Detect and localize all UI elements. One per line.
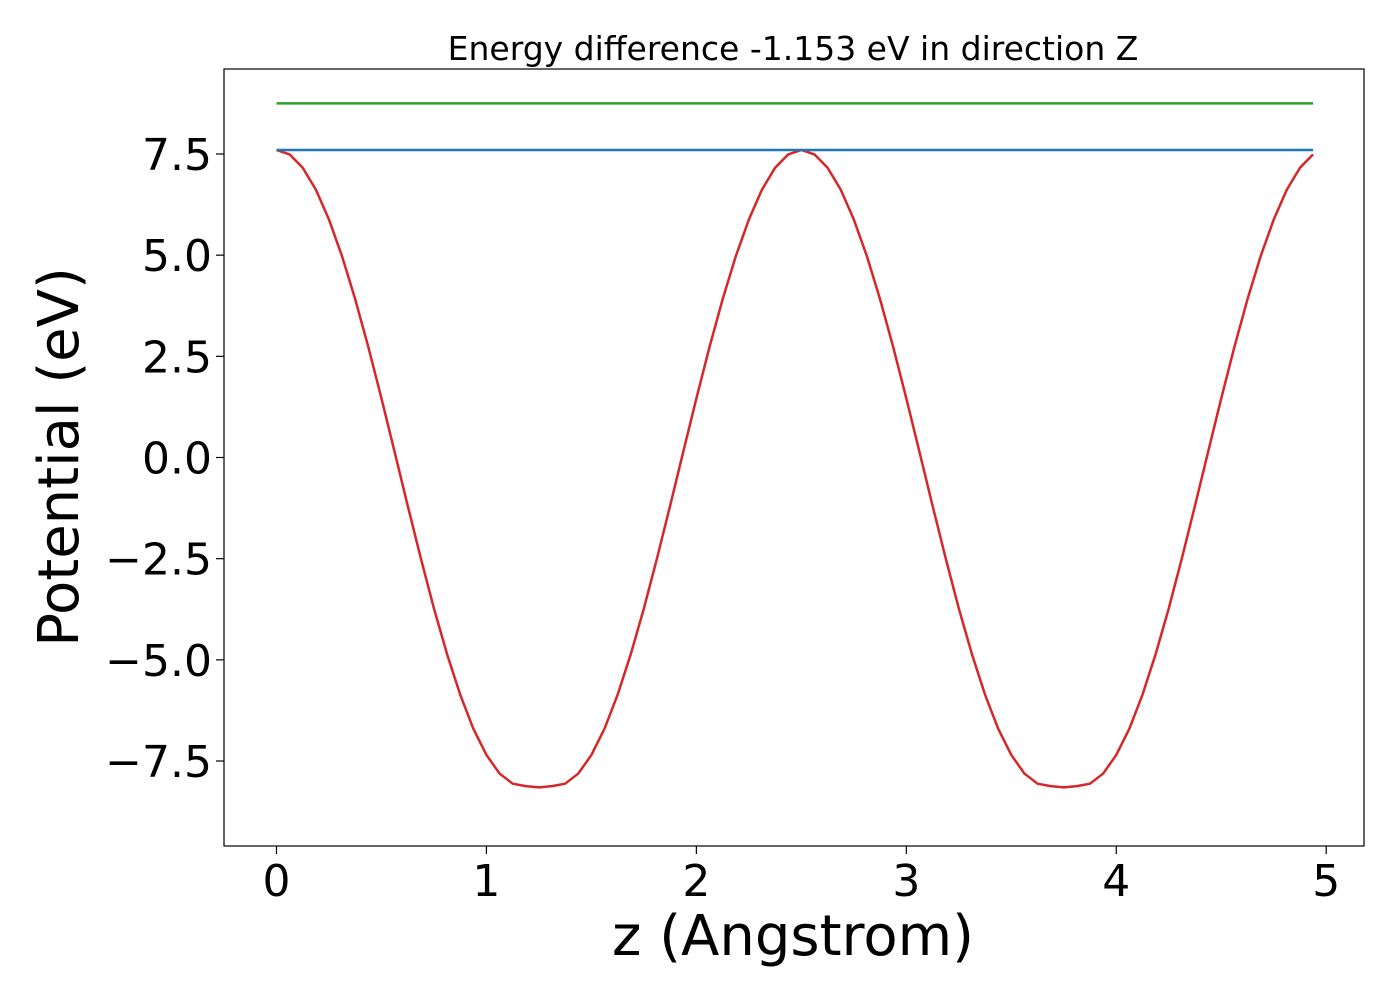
x-axis-label: z (Angstrom) — [612, 904, 974, 969]
y-tick-label-1: −5.0 — [105, 636, 212, 687]
chart-title: Energy difference -1.153 eV in direction… — [448, 29, 1139, 68]
series-line-0 — [276, 148, 1314, 789]
series-layer — [276, 102, 1314, 789]
y-tick-label-5: 5.0 — [142, 231, 212, 282]
x-tick-label-0: 0 — [262, 856, 290, 907]
y-tick-label-0: −7.5 — [105, 737, 212, 788]
y-tick-label-6: 7.5 — [142, 130, 212, 181]
plot-frame — [223, 68, 1365, 847]
y-axis-label: Potential (eV) — [27, 267, 92, 647]
x-tick-label-1: 1 — [472, 856, 500, 907]
y-tick-label-4: 2.5 — [142, 332, 212, 383]
y-tick-label-3: 0.0 — [142, 434, 212, 485]
x-tick-label-5: 5 — [1312, 856, 1340, 907]
x-tick-label-3: 3 — [892, 856, 920, 907]
y-tick-label-2: −2.5 — [105, 535, 212, 586]
x-tick-label-4: 4 — [1102, 856, 1130, 907]
x-tick-label-2: 2 — [682, 856, 710, 907]
tick-layer: 0 1 2 3 4 5 −7.5 −5.0 −2.5 0.0 2.5 5.0 7.5 — [105, 130, 1340, 907]
